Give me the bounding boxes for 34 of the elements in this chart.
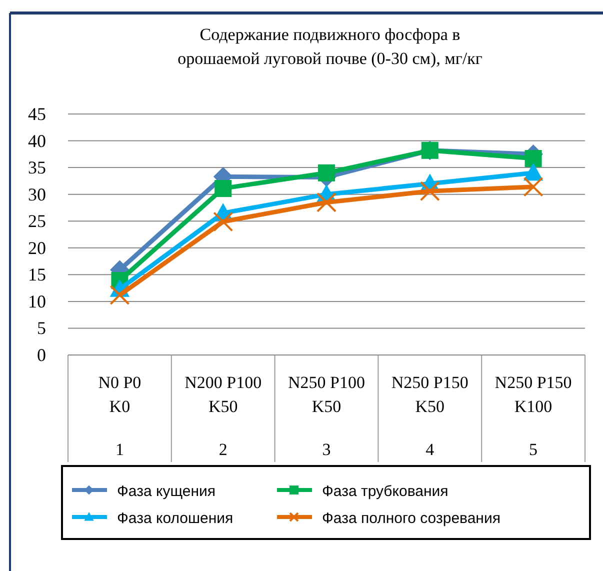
point xyxy=(523,176,544,197)
point xyxy=(524,163,543,181)
x-tick-label: N200 P100 K50 xyxy=(184,373,262,416)
y-tick-label: 10 xyxy=(28,291,46,312)
point xyxy=(420,181,440,202)
text: 2 xyxy=(218,440,228,459)
text: 1 xyxy=(115,440,124,459)
legend-label: Фаза трубкования xyxy=(322,483,448,500)
x-tick-label: N250 P100 K50 xyxy=(288,373,365,416)
point xyxy=(213,212,234,232)
point xyxy=(524,150,542,167)
y-tick-label: 30 xyxy=(28,184,46,204)
y-tick-label: 20 xyxy=(28,238,46,258)
legend-label: Фаза колошения xyxy=(117,510,234,527)
y-tick-label: 35 xyxy=(28,158,46,178)
chart-title: Содержание подвижного фосфора в орошаемой луговой почве (0-30 см), мг/кг xyxy=(178,25,482,68)
text: 5 xyxy=(529,440,538,459)
text: 3 xyxy=(322,440,331,459)
y-tick-label: 25 xyxy=(28,211,46,232)
y-tick-label: 5 xyxy=(37,318,46,338)
y-tick-label: 0 xyxy=(37,345,46,365)
point xyxy=(110,285,130,306)
y-tick-label: 15 xyxy=(28,264,46,285)
legend-label: Фаза кущения xyxy=(117,483,216,500)
y-tick-label: 40 xyxy=(28,130,46,151)
legend-label: Фаза полного созревания xyxy=(322,510,500,527)
x-tick-label: N0 P0 K0 xyxy=(98,373,142,416)
text: 4 xyxy=(426,440,435,459)
x-tick-label: N250 P150 K100 xyxy=(494,373,572,416)
point xyxy=(214,180,232,197)
x-tick-label: N250 P150 K50 xyxy=(391,373,468,416)
point xyxy=(316,192,336,212)
y-tick-label: 45 xyxy=(28,104,46,124)
point xyxy=(318,164,335,182)
